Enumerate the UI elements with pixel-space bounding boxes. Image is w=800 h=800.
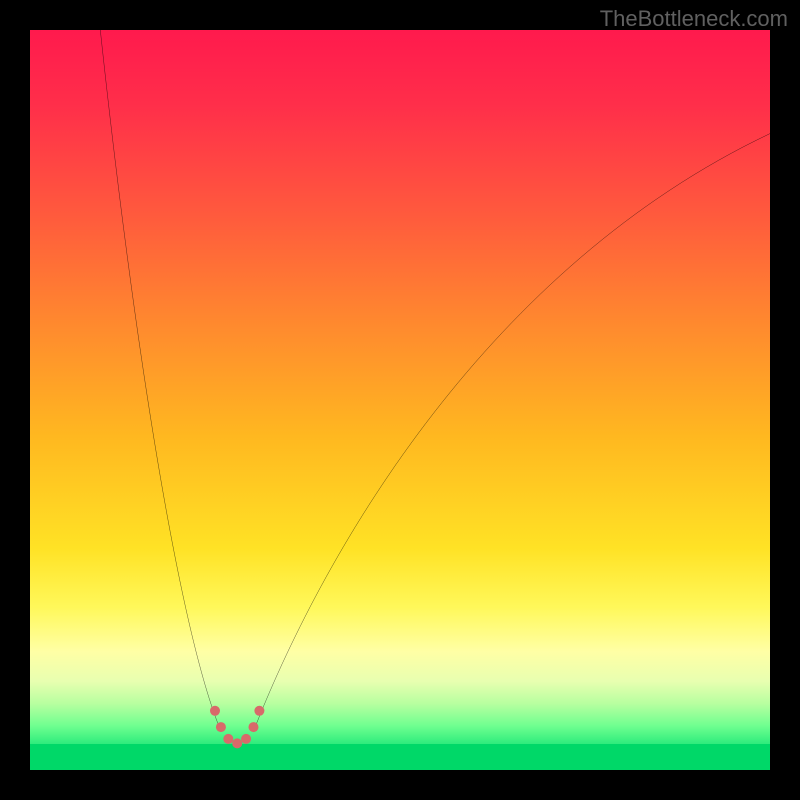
- curve-left: [100, 30, 218, 726]
- valley-marker: [254, 706, 264, 716]
- valley-marker: [223, 734, 233, 744]
- chart-plot-area: [30, 30, 770, 770]
- valley-marker: [216, 722, 226, 732]
- valley-marker: [210, 706, 220, 716]
- valley-marker: [241, 734, 251, 744]
- watermark-text: TheBottleneck.com: [600, 6, 788, 32]
- bottleneck-curve: [30, 30, 770, 770]
- curve-right: [256, 134, 770, 726]
- valley-marker: [248, 722, 258, 732]
- valley-marker: [232, 738, 242, 748]
